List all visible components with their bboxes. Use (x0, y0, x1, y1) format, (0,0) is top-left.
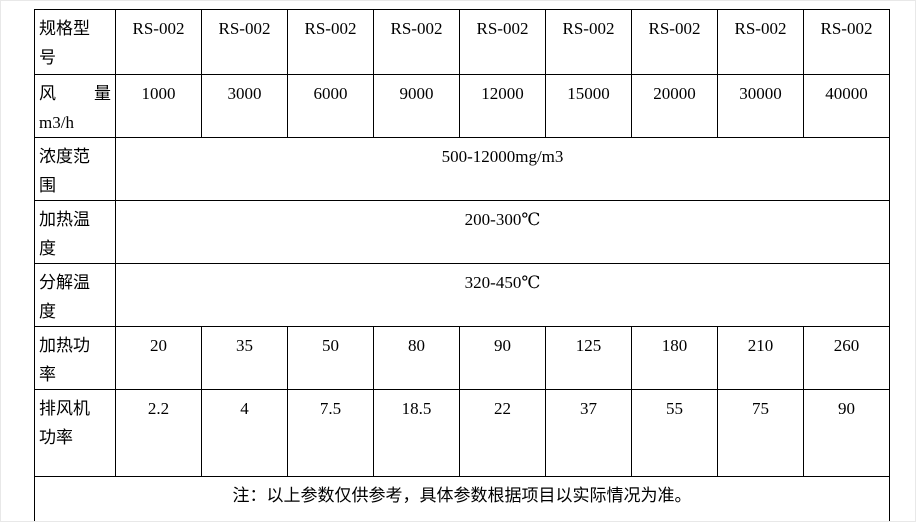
row-label-model: 规格型 号 (34, 9, 116, 75)
table-row-exhaust-fan-power: 排风机 功率 2.2 4 7.5 18.5 22 37 55 75 90 (34, 389, 890, 477)
cell-air-volume: 20000 (631, 74, 718, 138)
cell-exhaust-fan-power: 75 (717, 389, 804, 477)
cell-model: RS-002 (803, 9, 890, 75)
row-label-line: 率 (39, 365, 56, 384)
cell-model: RS-002 (717, 9, 804, 75)
row-label-heating-temperature: 加热温 度 (34, 200, 116, 264)
table-row-heating-temperature: 加热温 度 200-300℃ (34, 200, 890, 264)
cell-exhaust-fan-power: 90 (803, 389, 890, 477)
cell-model: RS-002 (115, 9, 202, 75)
cell-heating-power: 50 (287, 326, 374, 390)
cell-model: RS-002 (201, 9, 288, 75)
cell-air-volume: 1000 (115, 74, 202, 138)
cell-heating-power: 210 (717, 326, 804, 390)
row-label-line: 规格型 (39, 19, 90, 38)
cell-exhaust-fan-power: 7.5 (287, 389, 374, 477)
cell-heating-power: 20 (115, 326, 202, 390)
row-label-heating-power: 加热功 率 (34, 326, 116, 390)
row-label-line: 加热温 (39, 210, 90, 229)
row-label-line: 度 (39, 302, 56, 321)
table-row-decomposition-temperature: 分解温 度 320-450℃ (34, 263, 890, 327)
row-label-line: 度 (39, 239, 56, 258)
cell-exhaust-fan-power: 37 (545, 389, 632, 477)
table-row-air-volume: 风 量 m3/h 1000 3000 6000 9000 12000 15000… (34, 74, 890, 138)
row-label-line: m3/h (39, 113, 74, 132)
cell-heating-power: 260 (803, 326, 890, 390)
table-footnote: 注：以上参数仅供参考，具体参数根据项目以实际情况为准。 (34, 476, 890, 521)
cell-heating-power: 125 (545, 326, 632, 390)
cell-exhaust-fan-power: 18.5 (373, 389, 460, 477)
cell-exhaust-fan-power: 4 (201, 389, 288, 477)
table-row-heating-power: 加热功 率 20 35 50 80 90 125 180 210 260 (34, 326, 890, 390)
cell-air-volume: 15000 (545, 74, 632, 138)
table-row-note: 注：以上参数仅供参考，具体参数根据项目以实际情况为准。 (34, 476, 890, 521)
row-label-line: 分解温 (39, 273, 90, 292)
cell-model: RS-002 (287, 9, 374, 75)
row-label-line: 浓度范 (39, 147, 90, 166)
row-label-line: 号 (39, 48, 56, 67)
cell-exhaust-fan-power: 55 (631, 389, 718, 477)
cell-air-volume: 12000 (459, 74, 546, 138)
cell-model: RS-002 (545, 9, 632, 75)
cell-heating-power: 90 (459, 326, 546, 390)
cell-air-volume: 40000 (803, 74, 890, 138)
row-label-exhaust-fan-power: 排风机 功率 (34, 389, 116, 477)
cell-air-volume: 3000 (201, 74, 288, 138)
spec-table: 规格型 号 RS-002 RS-002 RS-002 RS-002 RS-002… (34, 9, 890, 521)
cell-heating-temperature: 200-300℃ (115, 200, 890, 264)
cell-heating-power: 35 (201, 326, 288, 390)
cell-concentration-range: 500-12000mg/m3 (115, 137, 890, 201)
row-label-line: 加热功 (39, 336, 90, 355)
cell-air-volume: 9000 (373, 74, 460, 138)
cell-model: RS-002 (373, 9, 460, 75)
cell-model: RS-002 (459, 9, 546, 75)
cell-heating-power: 180 (631, 326, 718, 390)
row-label-decomposition-temperature: 分解温 度 (34, 263, 116, 327)
cell-model: RS-002 (631, 9, 718, 75)
cell-exhaust-fan-power: 2.2 (115, 389, 202, 477)
cell-air-volume: 6000 (287, 74, 374, 138)
row-label-line: 功率 (39, 428, 73, 447)
row-label-line: 排风机 (39, 399, 90, 418)
row-label-line: 围 (39, 176, 56, 195)
cell-heating-power: 80 (373, 326, 460, 390)
row-label-air-volume: 风 量 m3/h (34, 74, 116, 138)
table-row-model: 规格型 号 RS-002 RS-002 RS-002 RS-002 RS-002… (34, 9, 890, 75)
cell-air-volume: 30000 (717, 74, 804, 138)
row-label-concentration-range: 浓度范 围 (34, 137, 116, 201)
row-label-line: 风 量 (39, 84, 111, 103)
table-row-concentration-range: 浓度范 围 500-12000mg/m3 (34, 137, 890, 201)
cell-exhaust-fan-power: 22 (459, 389, 546, 477)
cell-decomposition-temperature: 320-450℃ (115, 263, 890, 327)
